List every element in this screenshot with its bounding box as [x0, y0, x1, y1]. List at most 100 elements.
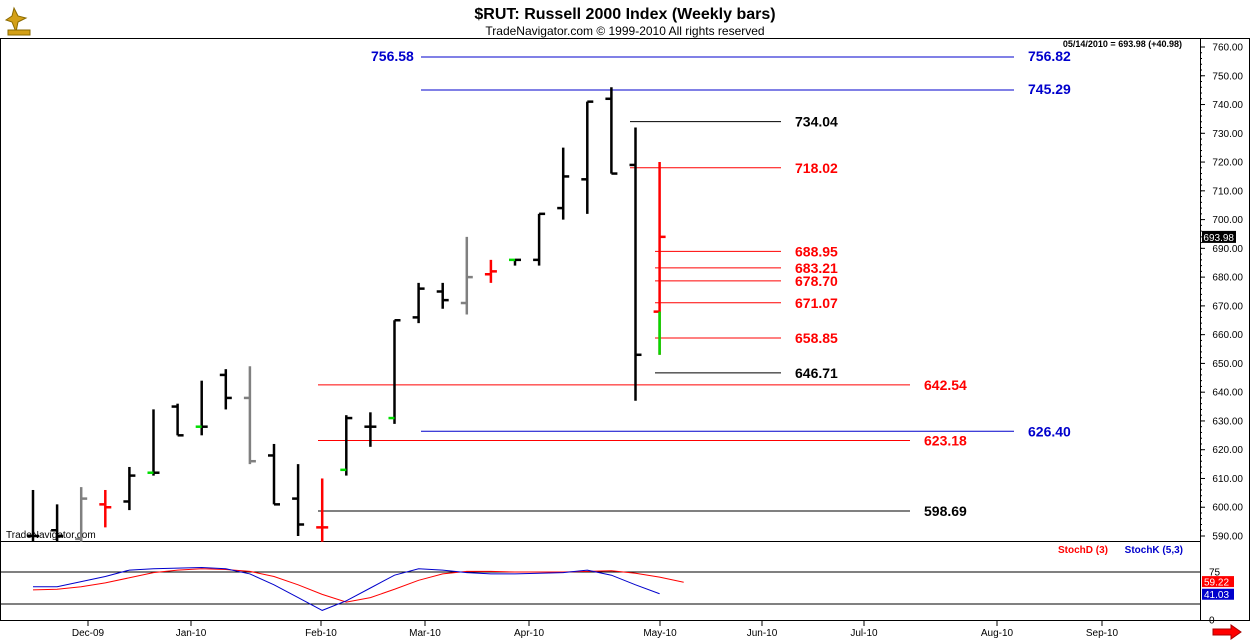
stochd-value: 59.22: [1204, 578, 1229, 589]
watermark-text: TradeNavigator.com: [6, 530, 96, 541]
x-tick-label: Aug-10: [981, 628, 1014, 639]
ohlc-bar: [27, 489, 39, 542]
ohlc-bar: [653, 162, 666, 355]
price-level: 745.29: [421, 81, 1071, 97]
level-label: 745.29: [1028, 81, 1071, 97]
x-tick-label: Feb-10: [305, 628, 337, 639]
y-tick-label: 740.00: [1212, 100, 1243, 111]
x-tick-label: Apr-10: [514, 628, 544, 639]
x-tick-label: Jan-10: [176, 628, 207, 639]
price-level: 678.70: [655, 273, 838, 289]
copyright-text: TradeNavigator.com © 1999-2010 All right…: [485, 24, 764, 38]
y-tick-label: 680.00: [1212, 273, 1243, 284]
stochk-value: 41.03: [1204, 590, 1229, 601]
x-tick-label: Jul-10: [850, 628, 878, 639]
ohlc-bar: [316, 478, 329, 542]
y-tick-label: 750.00: [1212, 71, 1243, 82]
y-tick-label: 640.00: [1212, 388, 1243, 399]
ohlc-bar: [75, 487, 88, 542]
ohlc-bar: [99, 489, 112, 528]
ohlc-bar: [388, 319, 401, 424]
x-tick-label: Sep-10: [1086, 628, 1119, 639]
y-tick-label: 710.00: [1212, 186, 1243, 197]
price-axis: 590.00 600.00 610.00 620.00 630.00 640.00 650.…: [1200, 43, 1243, 543]
ohlc-bar: [460, 236, 473, 315]
price-level: 688.95: [655, 243, 838, 259]
y-tick-label: 590.00: [1212, 532, 1243, 543]
ohlc-bar: [147, 409, 160, 476]
ohlc-bar: [51, 504, 64, 542]
y-tick-label: 730.00: [1212, 129, 1243, 140]
y-tick-label: 650.00: [1212, 359, 1243, 370]
y-tick-label: 760.00: [1212, 43, 1243, 54]
ohlc-bar: [243, 366, 256, 465]
y-tick-label: 600.00: [1212, 503, 1243, 514]
level-label: 734.04: [795, 114, 838, 130]
price-panel: [0, 38, 1201, 542]
ohlc-bar: [195, 380, 208, 436]
price-level: 658.85: [655, 330, 838, 346]
osc-tick-label: 0: [1209, 616, 1215, 627]
price-level: 718.02: [630, 160, 838, 176]
ohlc-bar: [268, 443, 280, 506]
x-tick-label: May-10: [643, 628, 677, 639]
ohlc-bar: [292, 464, 305, 536]
level-label: 646.71: [795, 365, 838, 381]
level-label: 688.95: [795, 243, 838, 259]
legend-stochk: StochK (5,3): [1125, 545, 1183, 556]
price-level: 734.04: [630, 114, 838, 130]
stochk-line: [33, 567, 660, 611]
ohlc-bar: [364, 412, 377, 447]
ohlc-bar: [219, 369, 232, 410]
level-label: 683.21: [795, 260, 838, 276]
level-label: 658.85: [795, 330, 838, 346]
level-label: 756.82: [1028, 48, 1071, 64]
y-tick-label: 670.00: [1212, 301, 1243, 312]
last-price-info: 05/14/2010 = 693.98 (+40.98): [1063, 39, 1182, 49]
last-price-box: [1202, 230, 1236, 243]
x-tick-label: Jun-10: [747, 628, 778, 639]
ohlc-bar: [629, 127, 642, 401]
oscillator-panel: [0, 541, 1201, 621]
scroll-right-arrow-icon[interactable]: [1212, 624, 1242, 640]
price-level: 683.21: [655, 260, 838, 276]
price-bars: [27, 87, 666, 542]
last-price-label: 693.98: [1203, 233, 1234, 244]
stochk-value-box: [1202, 588, 1234, 600]
level-label: 671.07: [795, 295, 838, 311]
y-tick-label: 620.00: [1212, 445, 1243, 456]
level-label: 623.18: [924, 433, 967, 449]
y-tick-label: 700.00: [1212, 215, 1243, 226]
level-label: 678.70: [795, 273, 838, 289]
y-tick-label: 690.00: [1212, 244, 1243, 255]
ohlc-bar: [171, 403, 184, 437]
ohlc-bar: [484, 259, 497, 283]
ohlc-bar: [509, 258, 521, 266]
price-level: 642.54: [318, 377, 967, 393]
ohlc-bar: [605, 87, 618, 175]
price-level: 646.71: [655, 365, 838, 381]
level-label: 718.02: [795, 160, 838, 176]
level-label: 598.69: [924, 503, 967, 519]
y-tick-label: 610.00: [1212, 474, 1243, 485]
ohlc-bar: [533, 212, 546, 266]
level-label: 756.58: [371, 48, 414, 64]
ohlc-bar: [123, 466, 136, 511]
tradenavigator-logo-icon: [4, 6, 31, 36]
price-level: 623.18: [318, 433, 967, 449]
price-level: 756.58: [371, 48, 414, 64]
ohlc-bar: [436, 282, 449, 309]
osc-tick-label: 75: [1209, 568, 1221, 579]
price-level: 671.07: [655, 295, 838, 311]
y-tick-label: 660.00: [1212, 330, 1243, 341]
stochd-value-box: [1202, 576, 1234, 588]
level-label: 626.40: [1028, 423, 1071, 439]
chart-title: $RUT: Russell 2000 Index (Weekly bars): [474, 6, 775, 23]
price-levels: 756.58 756.82 745.29 734.04 718.02 688.95683.…: [318, 48, 1071, 519]
price-level: 756.82: [421, 48, 1071, 64]
price-level: 598.69: [318, 503, 967, 519]
x-tick-label: Mar-10: [409, 628, 441, 639]
y-tick-label: 720.00: [1212, 158, 1243, 169]
